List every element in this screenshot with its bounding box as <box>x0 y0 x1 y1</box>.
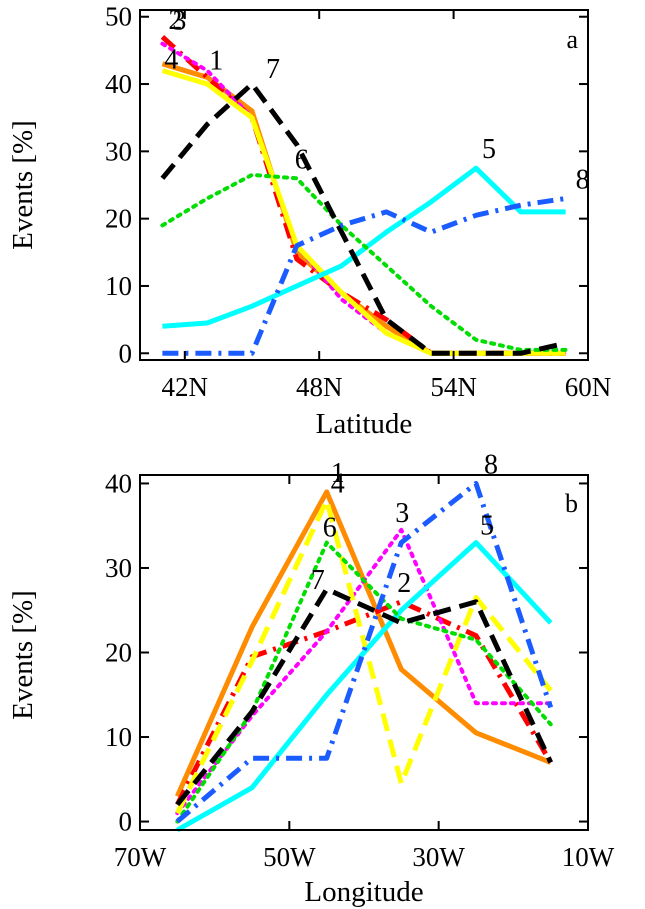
x-axis-label-a: Latitude <box>316 408 413 440</box>
y-tick-label-b: 0 <box>119 807 133 837</box>
panel-letter-b: b <box>565 489 578 518</box>
y-axis-label-b: Events [%] <box>7 590 39 720</box>
series-label-b-1: 1 <box>331 458 345 489</box>
series-label-a-8: 8 <box>576 165 590 196</box>
panel-b: 1 2 3 4 5 6 7 8 70W 50W 30W 10W 0 10 20 30 40 b Longitu… <box>7 450 615 909</box>
y-tick-label-a: 50 <box>105 2 132 32</box>
y-tick-label-a: 30 <box>105 136 132 166</box>
series-line-a-6 <box>160 172 568 352</box>
x-tick-label-a: 48N <box>296 372 343 402</box>
y-tick-label-b: 30 <box>105 553 132 583</box>
x-tick-label-a: 42N <box>162 372 209 402</box>
y-tick-label-a: 40 <box>105 69 132 99</box>
series-label-b-5: 5 <box>480 511 494 542</box>
x-tick-label-a: 54N <box>430 372 477 402</box>
plot-frame-a <box>139 9 589 361</box>
series-label-b-6: 6 <box>323 513 337 544</box>
x-tick-label-b: 50W <box>263 842 316 872</box>
series-label-b-8: 8 <box>484 450 498 481</box>
y-tick-label-b: 40 <box>105 468 132 498</box>
series-label-a-7: 7 <box>266 54 280 85</box>
series-label-b-3: 3 <box>395 498 409 529</box>
series-label-a-1: 1 <box>209 45 223 76</box>
y-tick-label-a: 10 <box>105 271 132 301</box>
y-tick-label-b: 20 <box>105 638 132 668</box>
y-tick-label-b: 10 <box>105 722 132 752</box>
y-axis-label-a: Events [%] <box>7 120 39 250</box>
series-label-a-3: 3 <box>172 6 186 37</box>
series-line-b-8 <box>175 481 554 824</box>
series-labels-a: 123 4 5 6 7 8 <box>164 5 589 196</box>
series-label-a-6: 6 <box>295 144 309 175</box>
panel-a: 123 4 5 6 7 8 42N 48N 54N 60N 0 10 20 30 40 50 a Latit… <box>7 2 611 440</box>
x-tick-label-b: 70W <box>114 842 167 872</box>
x-tick-label-a: 60N <box>565 372 612 402</box>
series-line-a-7 <box>160 81 567 356</box>
axis-ticks-a: 42N 48N 54N 60N 0 10 20 30 40 50 <box>105 2 611 402</box>
series-line-b-4 <box>175 497 553 815</box>
series-label-a-4: 4 <box>164 45 178 76</box>
series-label-b-2: 2 <box>397 568 411 599</box>
series-label-b-4: 4 <box>331 468 345 499</box>
series-line-a-5 <box>162 165 566 329</box>
series-labels-b: 1 2 3 4 5 6 7 8 <box>311 450 498 599</box>
series-line-b-7 <box>175 586 553 807</box>
series-lines-a <box>160 35 568 356</box>
series-label-a-5: 5 <box>482 134 496 165</box>
series-line-a-8 <box>162 196 566 356</box>
x-tick-label-b: 10W <box>562 842 615 872</box>
x-axis-label-b: Longitude <box>304 876 423 908</box>
series-label-b-7: 7 <box>311 565 325 596</box>
y-tick-label-a: 0 <box>119 338 133 368</box>
series-lines-b <box>175 481 554 833</box>
x-tick-label-b: 30W <box>412 842 465 872</box>
panel-letter-a: a <box>566 25 578 54</box>
axis-ticks-b: 70W 50W 30W 10W 0 10 20 30 40 <box>105 468 615 872</box>
y-tick-label-a: 20 <box>105 204 132 234</box>
series-line-b-5 <box>176 540 553 833</box>
series-label-a-2: 2 <box>168 5 182 36</box>
